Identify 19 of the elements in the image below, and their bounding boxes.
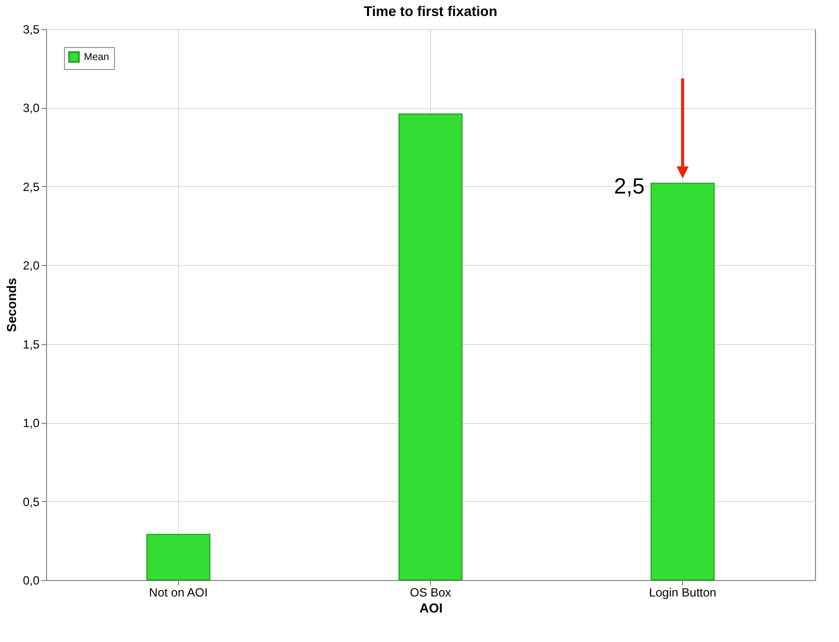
x-tick-label: Login Button xyxy=(648,586,716,600)
x-tick-label: Not on AOI xyxy=(149,586,208,600)
y-tick-label: 1,0 xyxy=(22,416,40,430)
legend-label: Mean xyxy=(84,52,110,63)
x-tick-label: OS Box xyxy=(410,586,452,600)
x-axis-title: AOI xyxy=(419,600,443,616)
y-tick-label: 3,0 xyxy=(22,101,40,116)
bar xyxy=(398,114,463,580)
y-tick-label: 0,5 xyxy=(22,494,40,509)
y-tick-label: 3,5 xyxy=(22,22,40,36)
bar xyxy=(650,182,715,580)
y-tick-label: 2,0 xyxy=(22,258,40,273)
y-axis-title: Seconds xyxy=(4,278,19,332)
y-tick-label: 2,5 xyxy=(22,180,40,194)
bar xyxy=(146,534,210,580)
y-tick-label: 1,5 xyxy=(22,337,40,352)
annotation: 2,5 xyxy=(614,173,645,198)
y-tick-label: 0,0 xyxy=(22,574,40,588)
chart-title: Time to first fixation xyxy=(364,3,498,19)
